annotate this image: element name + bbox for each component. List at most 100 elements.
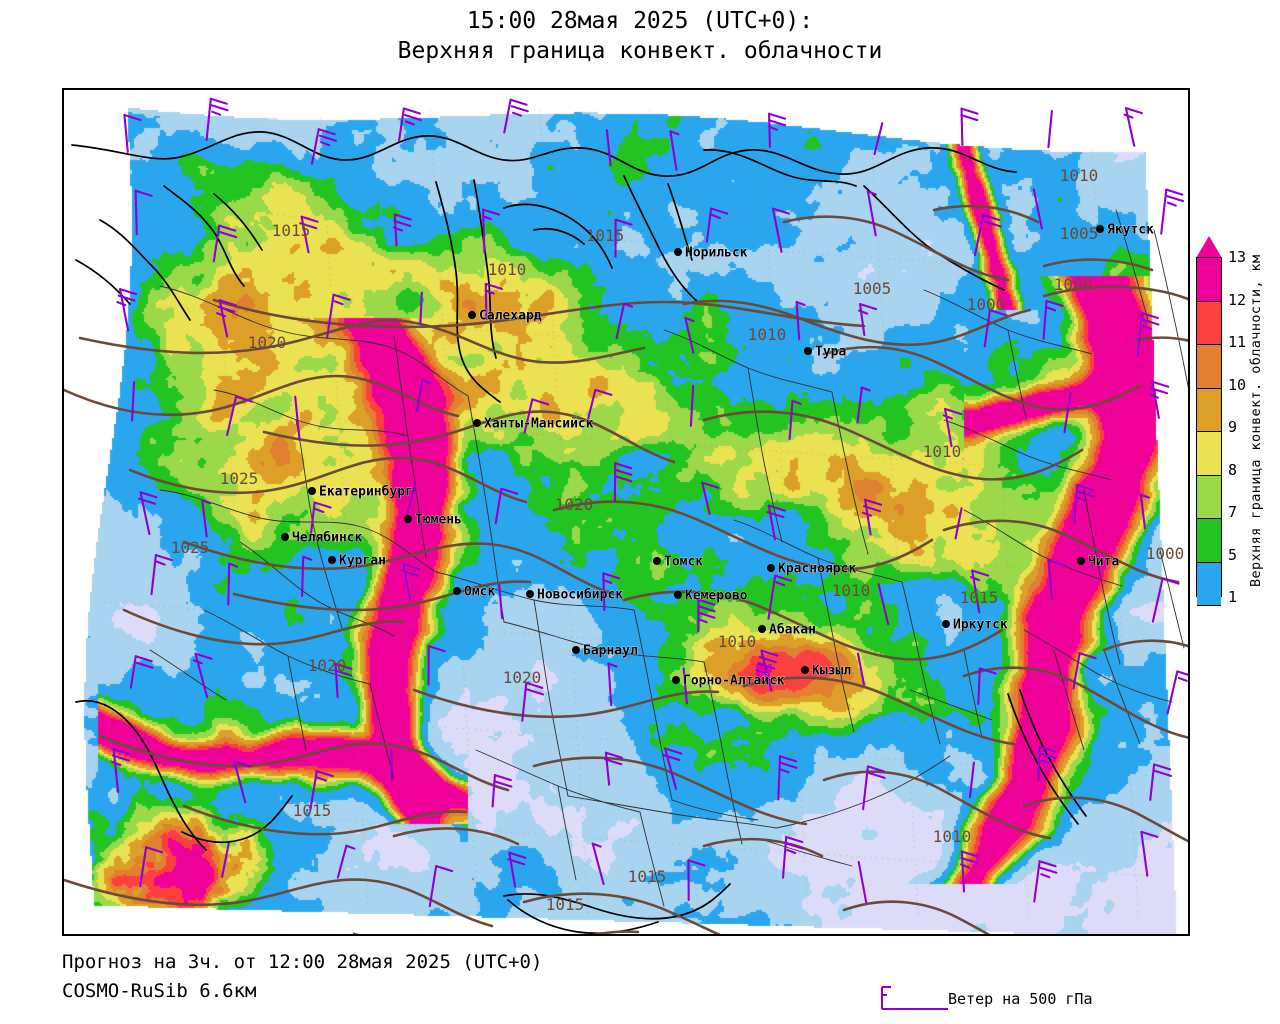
wind-barb-shaft <box>877 583 890 626</box>
colorbar-tick-label: 9 <box>1228 418 1238 436</box>
wind-barb-half <box>710 213 721 220</box>
coastline <box>71 131 1017 177</box>
city-marker[interactable]: Тура <box>804 344 847 360</box>
city-marker[interactable]: Новосибирск <box>526 587 624 603</box>
city-marker[interactable]: Красноярск <box>767 561 857 577</box>
wind-barb-icon <box>873 122 884 156</box>
city-marker[interactable]: Омск <box>453 584 496 600</box>
map-raster-layer <box>64 90 1188 934</box>
wind-barb-icon <box>428 865 454 908</box>
admin-border <box>831 391 869 555</box>
wind-barb-half <box>755 669 766 675</box>
city-marker[interactable]: Горно-Алтайск <box>672 673 785 689</box>
colorbar: 13 12 11 10 9 8 7 5 1 <box>1194 236 1280 606</box>
city-marker[interactable]: Тюмень <box>404 512 462 528</box>
isobar-contour <box>262 410 676 464</box>
coastline-layer <box>71 131 1087 934</box>
city-marker[interactable]: Абакан <box>758 622 816 638</box>
isobar-label: 1010 <box>748 325 787 344</box>
wind-barb-shaft <box>1072 652 1081 690</box>
isobar-contour <box>1042 258 1154 272</box>
isobar-label: 1025 <box>220 469 259 488</box>
wind-barb-half <box>1166 201 1177 207</box>
wind-barb-icon <box>336 844 356 879</box>
wind-barb-icon <box>1149 763 1172 801</box>
city-marker[interactable]: Барнаул <box>572 643 638 659</box>
wind-barb-icon <box>1151 577 1180 623</box>
wind-barb-shaft <box>586 388 597 424</box>
wind-barb-full <box>117 294 136 302</box>
wind-barb-half <box>421 379 432 385</box>
wind-barb-icon <box>701 481 720 515</box>
wind-barb-icon <box>669 130 680 171</box>
city-marker[interactable]: Кемерово <box>674 588 748 604</box>
wind-barb-shaft <box>1124 107 1136 147</box>
wind-barb-half <box>1141 324 1153 331</box>
wind-barb-full <box>402 107 421 115</box>
city-marker[interactable]: Чита <box>1077 554 1120 570</box>
wind-barb-full <box>1124 107 1143 115</box>
wind-barb-full <box>859 303 878 311</box>
city-marker[interactable]: Якутск <box>1096 222 1154 238</box>
wind-barb-shaft <box>233 760 247 804</box>
city-marker[interactable]: Норильск <box>674 245 748 261</box>
wind-barb-half <box>669 130 680 136</box>
isobar-label: 1015 <box>628 867 667 886</box>
wind-barb-shaft <box>194 652 209 699</box>
city-marker[interactable]: Курган <box>328 553 386 569</box>
wind-barb-full <box>594 388 613 396</box>
wind-barb-full <box>771 207 791 215</box>
city-marker[interactable]: Томск <box>653 554 704 570</box>
isobar-contour <box>942 519 1180 584</box>
admin-border <box>393 335 427 559</box>
wind-barb-half <box>1038 758 1049 764</box>
wind-barb-full <box>614 475 633 483</box>
coastline <box>503 883 731 920</box>
coastline <box>533 227 585 245</box>
city-label: Иркутск <box>953 618 1008 633</box>
wind-barb-half <box>201 499 212 505</box>
wind-barb-half <box>795 300 806 307</box>
wind-barb-full <box>217 305 236 313</box>
wind-barb-full <box>493 774 512 782</box>
wind-barb-shaft <box>150 554 157 596</box>
city-marker[interactable]: Салехард <box>468 308 542 324</box>
isobar-contour <box>822 770 1052 840</box>
wind-barb-half <box>211 110 222 116</box>
isobar-contour <box>64 374 460 418</box>
wind-barb-shaft <box>977 667 981 705</box>
city-marker[interactable]: Иркутск <box>942 617 1008 633</box>
isobar-contour <box>842 900 991 934</box>
wind-barb-full <box>1150 387 1169 395</box>
city-label: Чита <box>1088 555 1119 570</box>
colorbar-ticks: 13 12 11 10 9 8 7 5 1 <box>1224 250 1268 605</box>
admin-border <box>671 799 759 821</box>
wind-barb-icon <box>139 846 164 888</box>
wind-barb-full <box>662 753 681 762</box>
city-marker[interactable]: Челябинск <box>281 530 363 546</box>
wind-barb-full <box>494 780 513 788</box>
wind-barb-shaft <box>705 207 713 243</box>
wind-barb-half <box>861 511 873 517</box>
admin-border <box>295 419 343 629</box>
city-marker[interactable]: Кызыл <box>801 663 852 679</box>
wind-barb-icon <box>427 645 446 686</box>
wind-barb-icon <box>507 851 527 888</box>
city-marker[interactable]: Ханты-Мансийск <box>473 416 594 432</box>
city-dot-icon <box>804 347 812 355</box>
wind-barb-full <box>313 501 332 509</box>
wind-barb-full <box>768 112 787 120</box>
wind-barb-half <box>1177 676 1188 682</box>
admin-border <box>149 649 227 701</box>
wind-barb-shaft <box>498 583 504 620</box>
coastline <box>667 183 693 261</box>
wind-barb-full <box>767 119 787 127</box>
city-marker[interactable]: Екатеринбург <box>308 484 413 500</box>
wind-barb-half <box>484 289 495 295</box>
weather-map[interactable]: 1010 1015 1015 1005 1010 1005 1000 1000 1020 1010… <box>62 88 1190 936</box>
wind-barb-icon <box>192 652 213 699</box>
wind-barb-icon <box>788 399 802 441</box>
wind-barb-shaft <box>494 487 503 525</box>
wind-barb-icon <box>397 107 422 143</box>
isobar-contour <box>1042 285 1188 301</box>
